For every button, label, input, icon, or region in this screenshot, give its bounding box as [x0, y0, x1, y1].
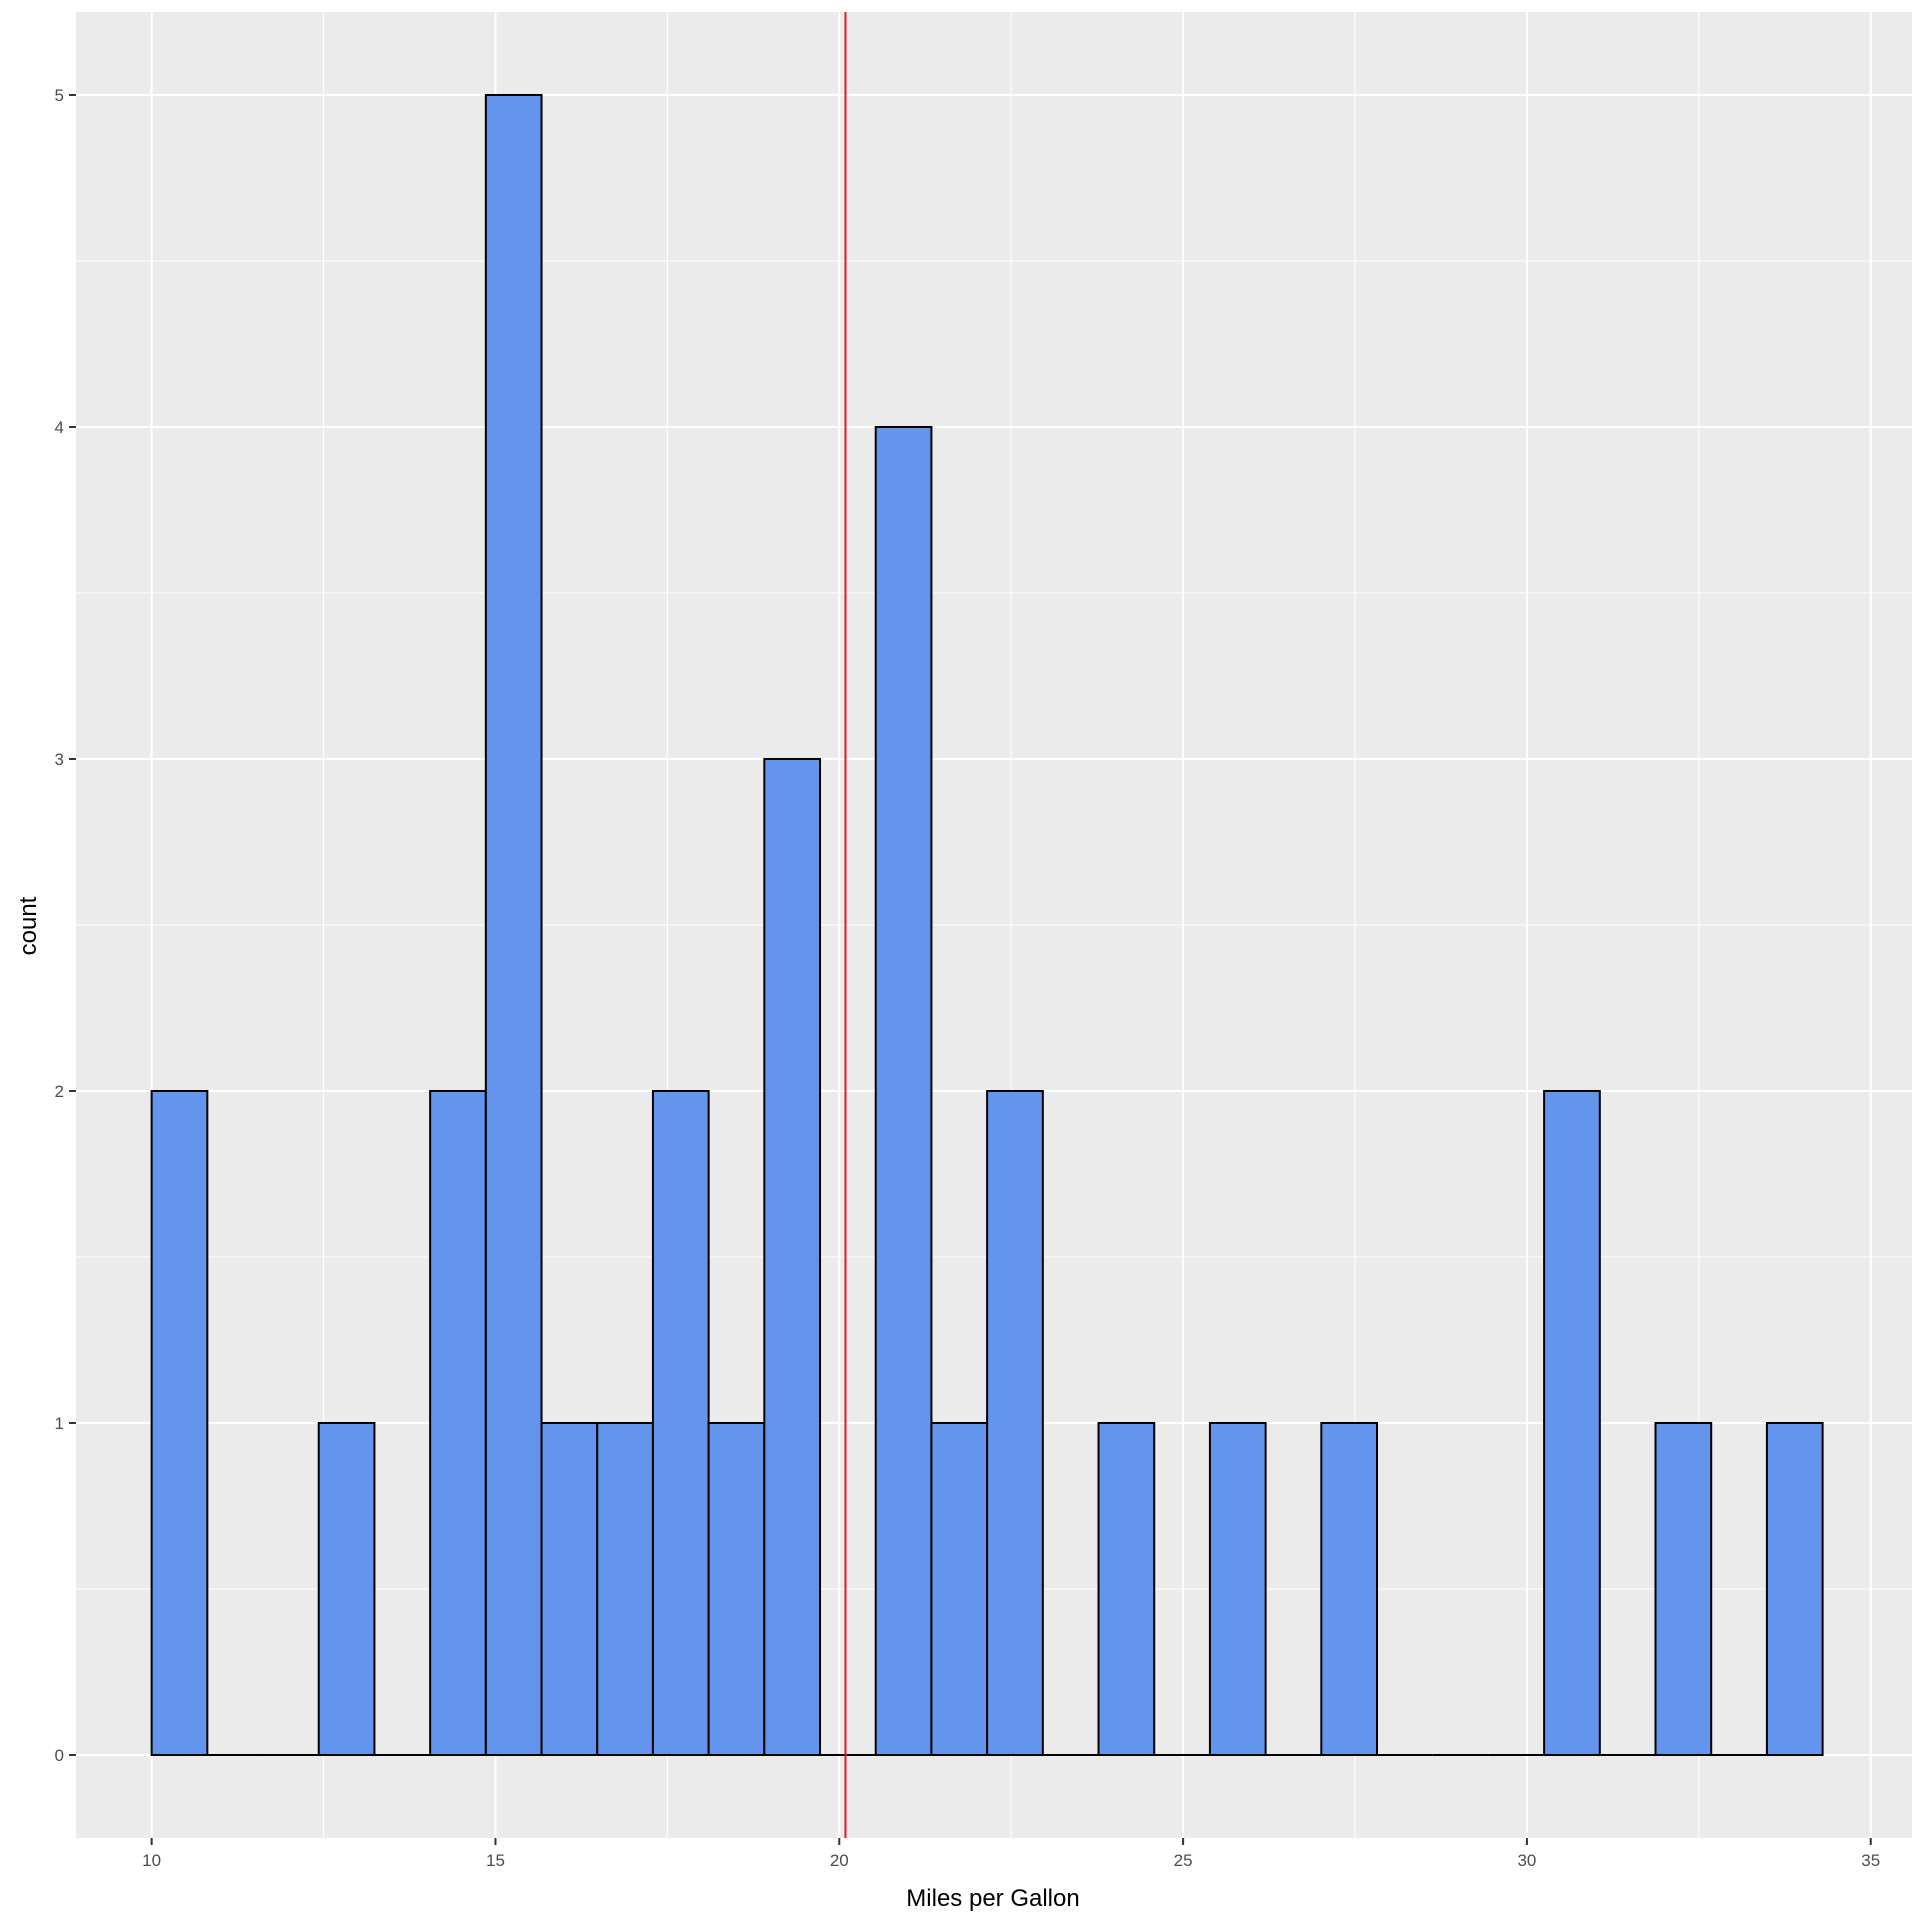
histogram-bar: [986, 1090, 1044, 1756]
histogram-bar: [1543, 1090, 1601, 1756]
histogram-bar: [429, 1090, 487, 1756]
y-tick-label: 3: [55, 750, 64, 769]
x-axis: 10 15 20 25 30 35: [142, 1838, 1880, 1870]
x-tick-label: 15: [486, 1851, 505, 1870]
y-axis: 0 1 2 3 4 5: [55, 86, 76, 1765]
histogram-bar: [317, 1422, 376, 1756]
histogram-bar: [1765, 1422, 1824, 1756]
histogram-bar: [1654, 1422, 1713, 1756]
histogram-bars: [150, 94, 1824, 1756]
y-tick-label: 5: [55, 86, 64, 105]
x-tick-label: 30: [1517, 1851, 1536, 1870]
x-tick-label: 25: [1174, 1851, 1193, 1870]
histogram-bar: [596, 1422, 654, 1756]
histogram-bar: [150, 1090, 209, 1756]
histogram-bar: [707, 1422, 766, 1756]
histogram-bar: [484, 94, 543, 1756]
x-axis-title: Miles per Gallon: [906, 1885, 1079, 1912]
x-tick-label: 35: [1861, 1851, 1880, 1870]
y-tick-label: 2: [55, 1082, 64, 1101]
histogram-bar: [763, 758, 822, 1756]
histogram-bar: [930, 1422, 989, 1756]
y-axis-title: count: [15, 896, 42, 955]
y-tick-label: 1: [55, 1414, 64, 1433]
histogram-bar: [1097, 1422, 1156, 1756]
y-tick-label: 4: [55, 418, 64, 437]
x-tick-label: 10: [142, 1851, 161, 1870]
y-tick-label: 0: [55, 1746, 64, 1765]
histogram-bar: [1320, 1422, 1379, 1756]
histogram-bar: [1208, 1422, 1267, 1756]
histogram-bar: [874, 426, 933, 1756]
x-tick-label: 20: [830, 1851, 849, 1870]
histogram-bar: [540, 1422, 599, 1756]
histogram-bar: [651, 1090, 710, 1756]
